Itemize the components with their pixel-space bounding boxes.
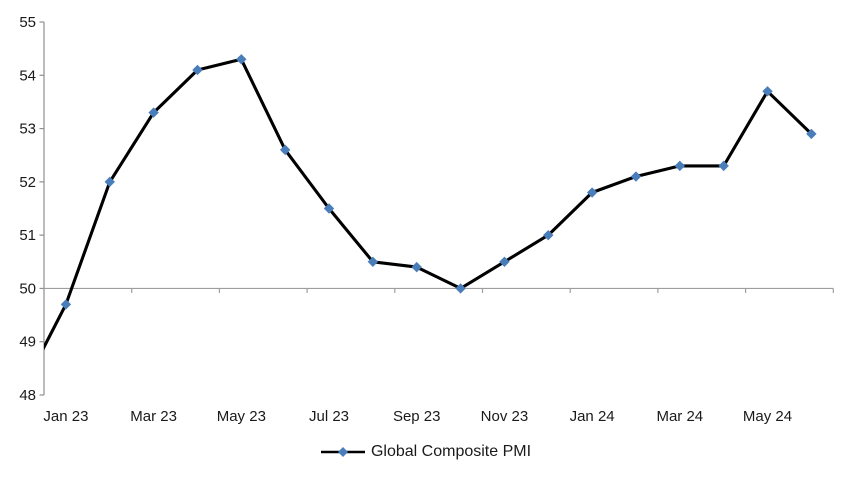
y-tick-label: 49 [19, 334, 36, 351]
x-axis-labels: Jan 23 Mar 23 May 23 Jul 23 Sep 23 Nov 23 Jan … [43, 408, 792, 425]
x-tick-label: Jan 23 [43, 408, 88, 425]
data-point-diamond [148, 107, 159, 118]
x-tick-label: Nov 23 [481, 408, 529, 425]
data-point-diamond [236, 54, 247, 65]
data-point-diamond [718, 160, 729, 172]
data-point-diamond [411, 261, 422, 273]
x-tick-label: Jan 24 [570, 408, 615, 425]
data-point-diamond [674, 160, 686, 172]
y-tick-label: 51 [19, 227, 36, 244]
chart-legend: Global Composite PMI [0, 441, 852, 463]
reference-axis-50 [43, 287, 834, 293]
data-point-diamond [367, 256, 379, 267]
data-point-diamond [323, 203, 335, 214]
data-point-diamond [586, 187, 598, 198]
x-tick-label: Mar 23 [130, 408, 177, 425]
x-tick-label: Jul 23 [309, 408, 349, 425]
y-tick-label: 54 [19, 67, 36, 84]
x-tick-label: Sep 23 [393, 408, 441, 425]
x-tick-label: Mar 24 [656, 408, 703, 425]
y-tick-label: 52 [19, 174, 36, 191]
y-tick-label: 50 [19, 280, 36, 297]
data-point-diamond [455, 283, 466, 294]
data-point-diamond [60, 299, 72, 310]
data-point-diamond [543, 229, 554, 241]
x-tick-label: May 24 [743, 408, 792, 425]
data-point-diamond [104, 176, 115, 188]
data-point-diamond [192, 64, 203, 76]
legend-series-label: Global Composite PMI [370, 443, 532, 460]
data-point-diamond [279, 144, 291, 156]
legend-line-diamond-icon [320, 446, 365, 458]
y-axis: 48 49 50 51 52 53 54 55 [19, 14, 45, 404]
data-point-diamond [499, 256, 510, 267]
data-point-diamond [630, 171, 642, 182]
y-tick-label: 48 [19, 387, 36, 404]
data-point-diamond [762, 86, 773, 97]
y-tick-label: 55 [19, 14, 36, 31]
data-point-diamond [806, 128, 817, 140]
series-line [44, 57, 813, 351]
x-tick-label: May 23 [217, 408, 266, 425]
y-tick-label: 53 [19, 121, 36, 138]
series-global-composite-pmi [44, 54, 817, 351]
